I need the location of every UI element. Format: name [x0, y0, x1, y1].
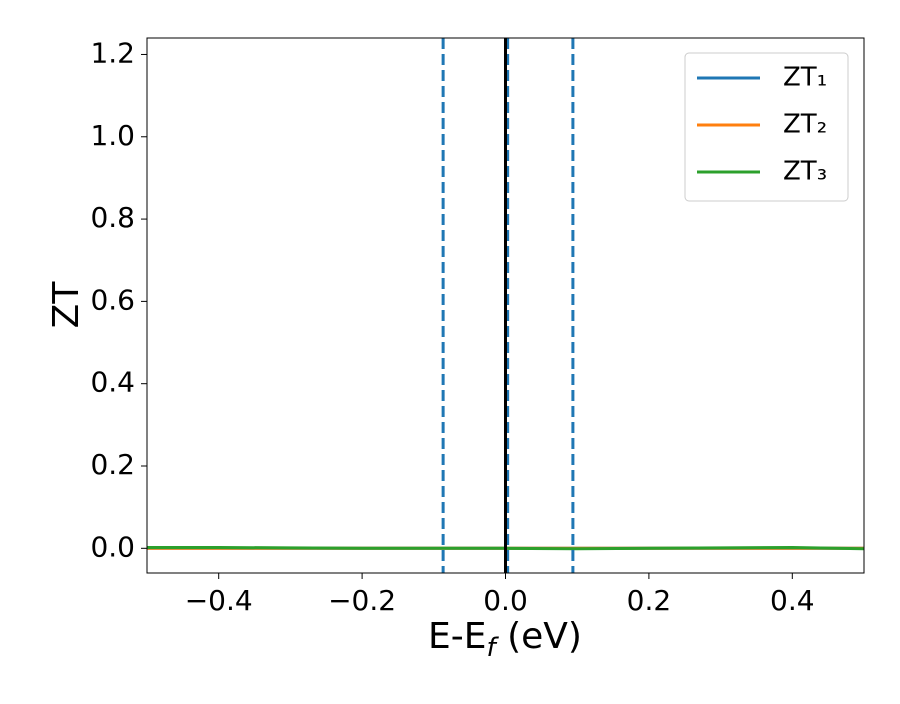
x-tick-label: −0.4	[185, 584, 253, 617]
x-tick-label: −0.2	[328, 584, 396, 617]
y-tick-label: 0.4	[90, 366, 135, 399]
x-label-part: E-E	[428, 616, 486, 657]
x-tick-label: 0.4	[770, 584, 815, 617]
legend-label: ZT₁	[783, 63, 827, 93]
y-tick-label: 0.2	[90, 448, 135, 481]
y-tick-label: 1.0	[90, 119, 135, 152]
legend-label: ZT₃	[783, 157, 827, 187]
x-tick-label: 0.0	[483, 584, 528, 617]
plot-frame	[146, 37, 865, 574]
legend-label: ZT₂	[783, 110, 827, 140]
x-label-part: (eV)	[496, 616, 582, 657]
y-tick-label: 0.0	[90, 530, 135, 563]
y-tick-label: 0.6	[90, 283, 135, 316]
x-axis-label: E-Ef (eV)	[428, 616, 582, 663]
y-axis-label: ZT	[46, 281, 87, 329]
legend-box	[684, 52, 849, 202]
y-tick-label: 1.2	[90, 36, 135, 69]
y-tick-label: 0.8	[90, 201, 135, 234]
x-tick-label: 0.2	[627, 584, 672, 617]
